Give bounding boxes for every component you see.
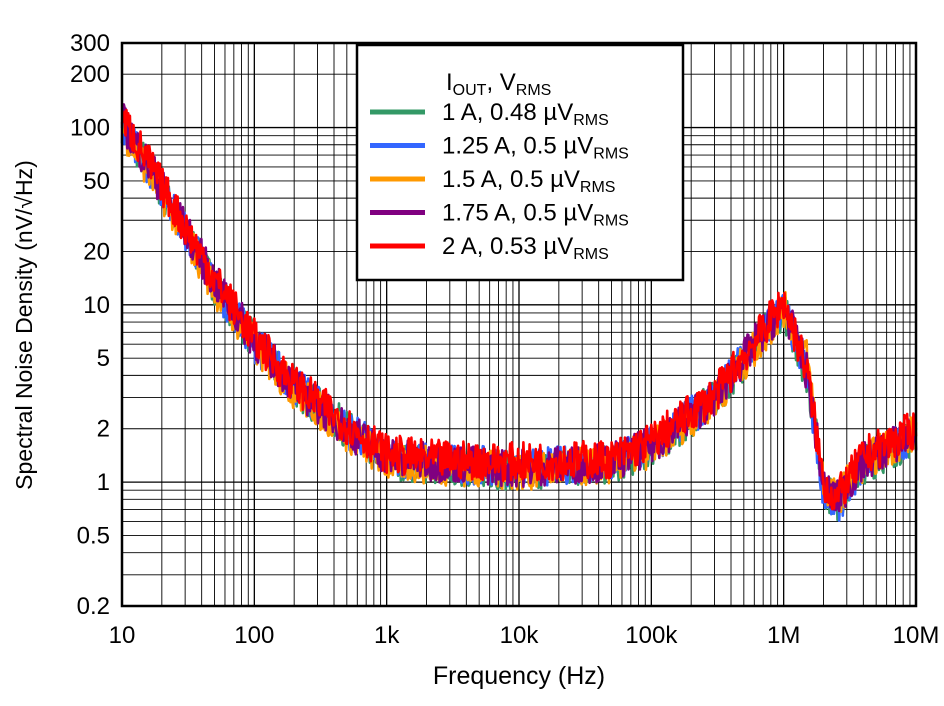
y-tick-label: 300 <box>70 30 110 57</box>
legend-label: 1 A, 0.48 µVRMS <box>442 99 609 129</box>
y-tick-label: 2 <box>97 416 110 443</box>
plot-frame <box>120 41 918 608</box>
y-tick-label: 10 <box>83 292 110 319</box>
y-tick-labels: 0.2 0.5 1 2 5 10 20 50 100 200 300 <box>70 30 110 620</box>
x-tick-label: 1k <box>374 622 400 649</box>
x-tick-label: 100 <box>234 622 274 649</box>
x-tick-label: 100k <box>625 622 678 649</box>
legend-label: 1.25 A, 0.5 µVRMS <box>442 133 629 163</box>
legend-title: IOUT, VRMS <box>446 69 551 99</box>
x-tick-label: 10k <box>500 622 540 649</box>
x-tick-label: 10 <box>109 622 136 649</box>
legend-label: 1.75 A, 0.5 µVRMS <box>442 200 629 230</box>
series-lines <box>120 103 918 523</box>
y-tick-label: 5 <box>97 345 110 372</box>
y-axis-label: Spectral Noise Density (nV/√Hz) <box>11 160 37 490</box>
y-tick-label: 1 <box>97 469 110 496</box>
x-tick-label: 10M <box>893 622 940 649</box>
legend-label: 2 A, 0.53 µVRMS <box>442 233 609 263</box>
legend: IOUT, VRMS 1 A, 0.48 µVRMS 1.25 A, 0.5 µV… <box>355 43 685 282</box>
series-line <box>121 108 918 511</box>
x-axis-label: Frequency (Hz) <box>433 662 605 690</box>
legend-box <box>355 43 685 282</box>
y-tick-label: 200 <box>70 61 110 88</box>
y-tick-label: 0.5 <box>77 522 110 549</box>
y-tick-label: 0.2 <box>77 593 110 620</box>
x-tick-label: 1M <box>767 622 800 649</box>
y-tick-label: 20 <box>83 238 110 265</box>
y-tick-label: 100 <box>70 115 110 142</box>
x-tick-labels: 10 100 1k 10k 100k 1M 10M <box>109 622 940 649</box>
legend-label: 1.5 A, 0.5 µVRMS <box>442 166 615 196</box>
y-tick-label: 50 <box>83 168 110 195</box>
